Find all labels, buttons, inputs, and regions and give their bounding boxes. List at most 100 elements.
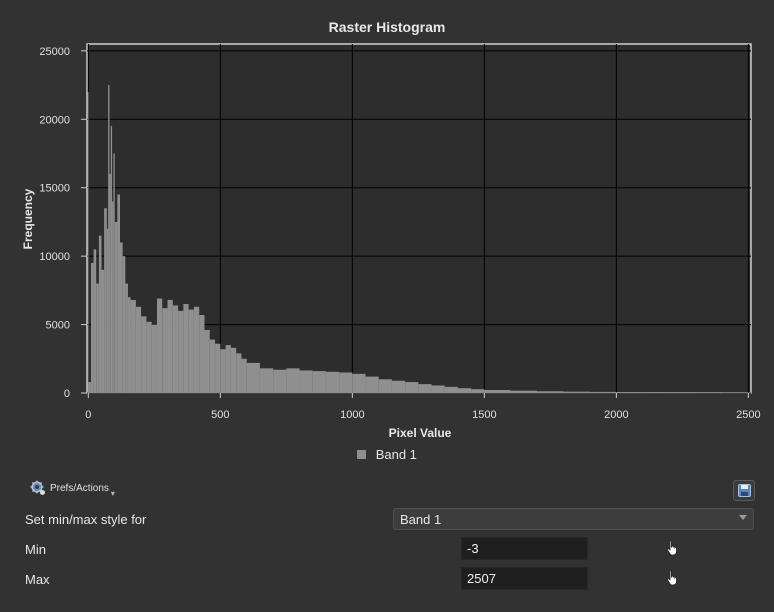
histogram-bar-21	[135, 306, 142, 393]
x-tick-label-5: 2500	[736, 409, 760, 421]
x-tick-label-2: 1000	[340, 409, 364, 421]
histogram-bar-57	[444, 386, 458, 393]
x-tick-label-0: 0	[85, 409, 91, 421]
max-input[interactable]	[461, 567, 588, 590]
histogram-bar-17	[122, 256, 126, 393]
histogram-bar-10	[109, 174, 111, 393]
y-axis-ticks: 0 5000 10000 15000 20000 25000	[39, 46, 87, 400]
histogram-bar-58	[457, 388, 472, 393]
histogram-bar-6	[101, 269, 105, 393]
histogram-bar-11	[110, 126, 113, 393]
histogram-bar-52	[378, 379, 392, 393]
band-select-value: Band 1	[400, 512, 442, 527]
histogram-bars	[87, 85, 751, 393]
histogram-bar-35	[209, 339, 216, 393]
histogram-chart: 0 500 1000 1500 2000 2500 0 5000 10000 15000 2000…	[21, 43, 761, 440]
histogram-bar-27	[167, 299, 173, 393]
histogram-bar-45	[286, 368, 300, 393]
histogram-bar-4	[96, 283, 99, 393]
histogram-bar-65	[616, 392, 643, 393]
histogram-bar-16	[120, 242, 123, 393]
histogram-bar-15	[117, 194, 121, 393]
y-tick-label-2: 10000	[39, 251, 70, 263]
x-tick-label-1: 500	[211, 409, 229, 421]
chevron-down-icon	[739, 515, 747, 520]
histogram-bar-28	[172, 305, 179, 393]
histogram-bar-53	[391, 380, 406, 393]
histogram-bar-56	[431, 385, 445, 393]
histogram-bar-5	[98, 235, 102, 393]
histogram-bar-59	[471, 389, 485, 393]
legend-swatch-band-1	[357, 450, 367, 459]
histogram-bar-61	[510, 390, 538, 393]
y-tick-label-3: 15000	[39, 183, 70, 195]
histogram-bar-66	[642, 392, 670, 393]
histogram-bar-33	[199, 314, 205, 393]
histogram-bar-25	[156, 298, 163, 393]
histogram-bar-1	[88, 382, 91, 393]
histogram-bar-19	[127, 297, 131, 393]
histogram-bar-46	[299, 370, 313, 393]
histogram-bar-29	[178, 310, 184, 393]
histogram-bar-14	[114, 221, 118, 393]
histogram-bar-64	[589, 391, 617, 393]
x-tick-label-3: 1500	[472, 409, 496, 421]
histogram-bar-24	[151, 324, 157, 393]
histogram-bar-8	[106, 228, 109, 393]
histogram-bar-22	[141, 316, 147, 393]
histogram-bar-34	[204, 330, 210, 393]
prefs-actions-label: Prefs/Actions	[50, 482, 109, 494]
legend-label-band-1: Band 1	[375, 447, 417, 462]
histogram-bar-12	[112, 201, 114, 393]
histogram-bar-18	[125, 283, 128, 393]
histogram-bar-40	[236, 353, 242, 393]
x-axis-label: Pixel Value	[389, 426, 452, 440]
histogram-bar-38	[225, 345, 231, 393]
histogram-bar-63	[563, 391, 590, 393]
histogram-bar-39	[230, 347, 237, 393]
floppy-disk-icon	[737, 484, 751, 497]
histogram-bar-42	[246, 362, 260, 393]
histogram-bar-32	[193, 306, 200, 393]
histogram-bar-50	[352, 373, 366, 393]
chevron-down-icon: ▾	[110, 488, 115, 498]
prefs-actions-button[interactable]: Prefs/Actions ▾	[30, 480, 115, 498]
y-tick-label-4: 20000	[39, 114, 70, 126]
histogram-bar-55	[418, 384, 432, 393]
histogram-bar-26	[162, 308, 168, 393]
save-button[interactable]	[733, 480, 755, 501]
style-label: Set min/max style for	[25, 512, 147, 527]
histogram-bar-31	[188, 309, 194, 393]
histogram-bar-30	[183, 304, 189, 393]
band-select[interactable]: Band 1	[393, 508, 754, 530]
hand-pointer-icon[interactable]	[666, 540, 680, 556]
min-input[interactable]	[461, 537, 588, 560]
min-label: Min	[25, 542, 46, 557]
legend: Band 1	[0, 447, 774, 462]
histogram-bar-51	[365, 376, 379, 393]
histogram-bar-48	[325, 371, 340, 393]
histogram-bar-13	[113, 153, 115, 393]
histogram-bar-54	[405, 382, 419, 393]
y-axis-label: Frequency	[21, 188, 35, 249]
histogram-bar-67	[669, 392, 696, 393]
histogram-bar-2	[90, 262, 94, 393]
histogram-bar-41	[241, 358, 247, 393]
histogram-bar-62	[537, 391, 564, 393]
gear-icon	[30, 480, 45, 495]
histogram-bar-60	[484, 389, 511, 393]
max-label: Max	[25, 572, 50, 587]
histogram-bar-7	[104, 208, 107, 393]
histogram-bar-37	[220, 349, 226, 393]
x-tick-label-4: 2000	[604, 409, 628, 421]
histogram-bar-23	[146, 321, 152, 393]
histogram-bar-49	[339, 372, 353, 393]
histogram-bar-0	[87, 91, 89, 393]
histogram-bar-43	[259, 368, 274, 393]
y-tick-label-0: 0	[64, 388, 70, 400]
histogram-bar-44	[273, 369, 287, 393]
hand-pointer-icon[interactable]	[666, 570, 680, 586]
y-tick-label-5: 25000	[39, 46, 70, 58]
histogram-bar-47	[312, 371, 326, 393]
histogram-bar-9	[108, 85, 110, 393]
